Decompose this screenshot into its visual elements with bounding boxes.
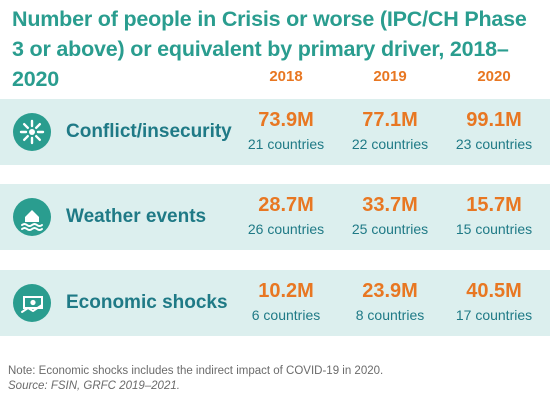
conflict-icon [13, 113, 51, 151]
country-count: 17 countries [455, 307, 533, 323]
year-header-2020: 2020 [477, 68, 511, 85]
cell-2020: 40.5M 17 countries [446, 278, 542, 326]
driver-row-weather: Weather events 28.7M 26 countries 33.7M … [0, 184, 550, 250]
country-count: 25 countries [351, 221, 429, 237]
people-value: 28.7M [258, 194, 314, 216]
driver-row-conflict: Conflict/insecurity 73.9M 21 countries 7… [0, 99, 550, 165]
country-count: 23 countries [455, 136, 533, 152]
economic-cash-icon [13, 284, 51, 322]
footnote: Note: Economic shocks includes the indir… [8, 364, 548, 394]
people-value: 33.7M [362, 194, 418, 216]
cell-2018: 73.9M 21 countries [238, 107, 334, 155]
people-value: 99.1M [466, 109, 522, 131]
driver-label: Economic shocks [66, 292, 228, 313]
country-count: 15 countries [455, 221, 533, 237]
people-value: 15.7M [466, 194, 522, 216]
year-header-row: 2018 2019 2020 [0, 68, 550, 88]
cell-2018: 28.7M 26 countries [238, 192, 334, 240]
cell-2019: 33.7M 25 countries [342, 192, 438, 240]
cell-2020: 99.1M 23 countries [446, 107, 542, 155]
people-value: 73.9M [258, 109, 314, 131]
people-value: 40.5M [466, 280, 522, 302]
year-header-2018: 2018 [269, 68, 303, 85]
driver-row-economic: Economic shocks 10.2M 6 countries 23.9M … [0, 270, 550, 336]
driver-label: Conflict/insecurity [66, 121, 232, 142]
country-count: 8 countries [355, 307, 425, 323]
note-text: Note: Economic shocks includes the indir… [8, 365, 384, 377]
country-count: 6 countries [251, 307, 321, 323]
cell-2018: 10.2M 6 countries [238, 278, 334, 326]
country-count: 26 countries [247, 221, 325, 237]
people-value: 23.9M [362, 280, 418, 302]
cell-2020: 15.7M 15 countries [446, 192, 542, 240]
driver-label: Weather events [66, 206, 207, 227]
year-header-2019: 2019 [373, 68, 407, 85]
people-value: 77.1M [362, 109, 418, 131]
country-count: 22 countries [351, 136, 429, 152]
source-text: Source: FSIN, GRFC 2019–2021. [8, 380, 180, 392]
weather-flood-icon [13, 198, 51, 236]
cell-2019: 23.9M 8 countries [342, 278, 438, 326]
people-value: 10.2M [258, 280, 314, 302]
table-title: Number of people in Crisis or worse (IPC… [12, 7, 527, 91]
country-count: 21 countries [247, 136, 325, 152]
cell-2019: 77.1M 22 countries [342, 107, 438, 155]
